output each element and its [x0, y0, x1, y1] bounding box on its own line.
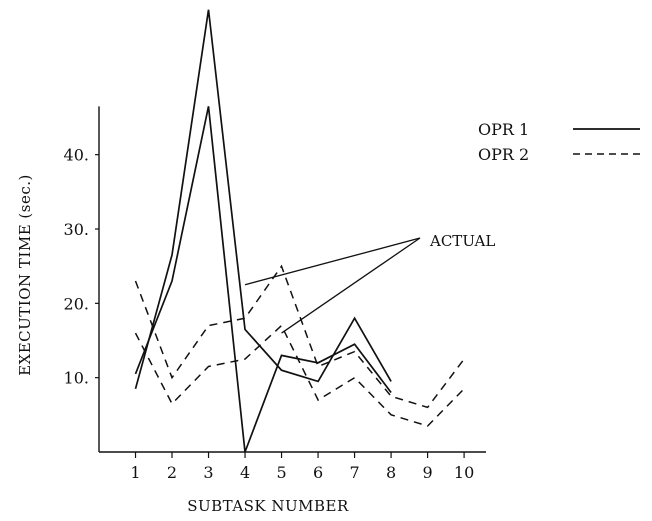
legend: OPR 1 OPR 2 [478, 120, 640, 164]
annotation-pointer-line [245, 238, 420, 285]
x-tick-label: 5 [276, 463, 286, 482]
x-tick-label: 7 [349, 463, 359, 482]
x-tick-label: 6 [313, 463, 323, 482]
x-tick-label: 10 [454, 463, 474, 482]
y-axis-title: EXECUTION TIME (sec.) [16, 174, 34, 376]
y-tick-label: 20. [64, 294, 89, 313]
x-tick-label: 4 [240, 463, 250, 482]
x-tick-label: 3 [203, 463, 213, 482]
legend-label-opr1: OPR 1 [478, 120, 529, 139]
annotation-pointer-line [282, 238, 420, 333]
series-line-opr2-2 [136, 266, 465, 407]
x-tick-label: 2 [167, 463, 177, 482]
y-tick-labels: 10. 20. 30. 40. [64, 146, 89, 388]
y-tick-label: 10. [64, 369, 89, 388]
x-tick-labels: 1 2 3 4 5 6 7 8 9 10 [130, 463, 474, 482]
series-line-opr1-1 [136, 106, 392, 452]
x-axis-title: SUBTASK NUMBER [187, 497, 349, 515]
y-tick-label: 30. [64, 220, 89, 239]
x-tick-label: 8 [386, 463, 396, 482]
annotation-actual: ACTUAL [245, 232, 495, 333]
x-tick-label: 9 [422, 463, 432, 482]
axes [95, 106, 486, 458]
y-tick-label: 40. [64, 146, 89, 165]
x-tick-label: 1 [130, 463, 140, 482]
series-layer [136, 10, 465, 452]
legend-label-opr2: OPR 2 [478, 145, 529, 164]
series-line-opr1-0 [136, 10, 392, 389]
annotation-actual-label: ACTUAL [429, 232, 495, 250]
